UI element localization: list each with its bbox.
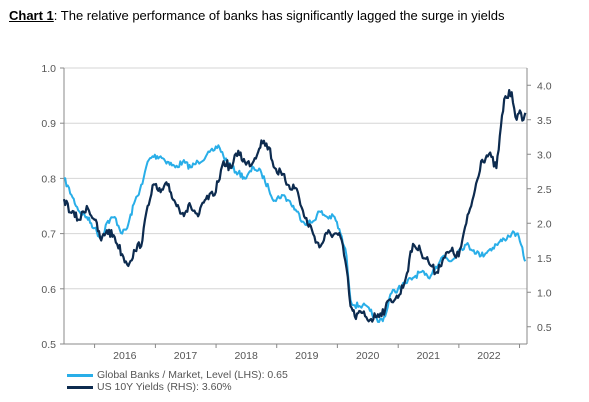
chart-title: Chart 1: The relative performance of ban… (9, 8, 504, 23)
legend-label-yields: US 10Y Yields (RHS): 3.60% (97, 381, 232, 393)
series-line-banks (63, 144, 527, 323)
y-left-tick-label: 0.6 (41, 284, 56, 296)
axes (60, 67, 531, 348)
y-left-tick-label: 0.5 (41, 339, 56, 351)
y-right-tick-label: 2.0 (537, 218, 552, 230)
y-right-tick-label: 4.0 (537, 80, 552, 92)
x-tick-label: 2022 (477, 350, 501, 362)
y-right-tick-label: 1.0 (537, 287, 552, 299)
y-left-tick-label: 0.9 (41, 118, 56, 130)
x-tick-label: 2019 (295, 350, 319, 362)
x-tick-label: 2017 (174, 350, 198, 362)
legend: Global Banks / Market, Level (LHS): 0.65… (67, 369, 288, 393)
y-left-tick-label: 1.0 (41, 63, 56, 75)
y-left-tick-label: 0.8 (41, 173, 56, 185)
legend-swatch-banks (67, 373, 93, 377)
series-lines (62, 89, 527, 323)
chart-title-text: : The relative performance of banks has … (53, 8, 505, 23)
legend-label-banks: Global Banks / Market, Level (LHS): 0.65 (97, 369, 288, 381)
y-right-tick-label: 2.5 (537, 184, 552, 196)
x-tick-label: 2021 (417, 350, 441, 362)
chart-number: Chart 1 (9, 8, 54, 23)
y-right-tick-label: 3.5 (537, 115, 552, 127)
tick-labels: 0.5 0.6 0.7 0.8 0.9 1.0 0.5 1.0 1.5 2.0 2.5 3.0 3.5 4… (41, 63, 551, 362)
y-left-tick-label: 0.7 (41, 229, 56, 241)
legend-swatch-yields (67, 385, 93, 389)
x-tick-label: 2020 (356, 350, 380, 362)
y-right-tick-label: 0.5 (537, 322, 552, 334)
x-tick-label: 2016 (113, 350, 137, 362)
x-tick-label: 2018 (234, 350, 258, 362)
series-line-yields (62, 89, 527, 323)
y-right-tick-label: 3.0 (537, 149, 552, 161)
gridlines (64, 67, 527, 290)
legend-entry-yields: US 10Y Yields (RHS): 3.60% (67, 381, 288, 393)
y-right-tick-label: 1.5 (537, 253, 552, 265)
legend-entry-banks: Global Banks / Market, Level (LHS): 0.65 (67, 369, 288, 381)
